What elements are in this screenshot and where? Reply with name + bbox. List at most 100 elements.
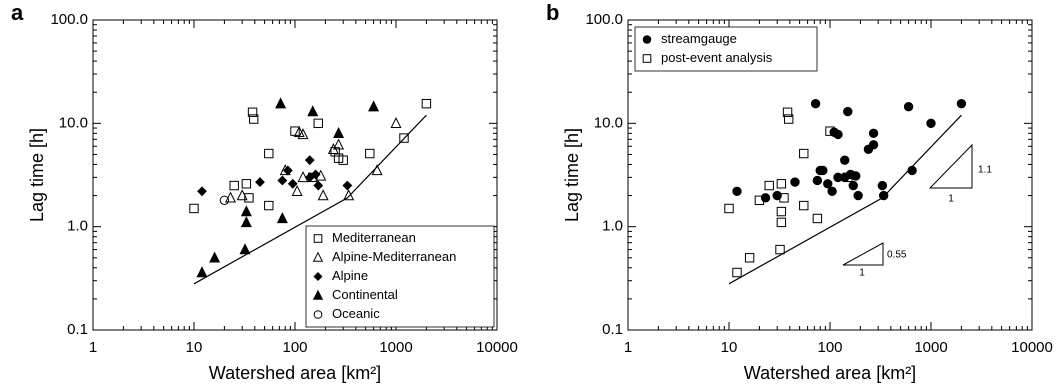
- marker: [754, 195, 765, 205]
- x-tick-label: 10000: [476, 339, 518, 356]
- marker: [189, 203, 199, 214]
- marker: [244, 193, 254, 203]
- marker: [368, 100, 380, 112]
- marker: [240, 216, 252, 228]
- marker: [827, 186, 837, 196]
- legend-marker: [312, 251, 324, 262]
- marker: [310, 169, 321, 180]
- marker: [840, 172, 850, 183]
- marker: [776, 206, 787, 217]
- marker: [782, 107, 793, 117]
- marker: [371, 164, 383, 176]
- x-axis-label: Watershed area [km²]: [744, 363, 916, 383]
- x-tick-label: 100: [817, 339, 842, 356]
- legend-label: post-event analysis: [661, 50, 773, 65]
- marker: [744, 253, 755, 263]
- x-tick-label: 1: [624, 339, 632, 356]
- marker: [926, 118, 936, 129]
- marker: [868, 140, 879, 150]
- marker: [843, 172, 853, 183]
- legend-label: Continental: [332, 287, 398, 302]
- marker: [277, 175, 288, 186]
- x-axis-label: Watershed area [km²]: [209, 363, 381, 383]
- marker: [342, 180, 353, 191]
- legend-label: Alpine-Mediterranean: [332, 249, 456, 264]
- legend-marker: [313, 271, 323, 282]
- slope-triangle: [842, 242, 884, 266]
- slope-label: 0.55: [887, 250, 907, 261]
- slope-label: 1: [948, 194, 954, 205]
- legend-box: [305, 225, 495, 328]
- marker: [290, 126, 300, 136]
- legend-marker: [312, 289, 324, 300]
- marker: [799, 200, 809, 211]
- marker: [229, 180, 239, 191]
- marker: [840, 155, 850, 165]
- marker: [297, 171, 309, 183]
- legend-label: Oceanic: [332, 306, 380, 321]
- legend-box: [634, 26, 818, 72]
- marker: [287, 178, 298, 189]
- marker: [313, 180, 324, 191]
- y-tick-label: 10.0: [594, 114, 623, 131]
- marker: [783, 114, 794, 124]
- marker: [291, 184, 303, 196]
- marker: [810, 98, 821, 109]
- legend-label: Alpine: [332, 268, 368, 283]
- y-tick-label: 1.0: [602, 218, 623, 235]
- marker: [343, 189, 355, 201]
- marker: [878, 190, 889, 201]
- y-tick-label: 100.0: [585, 11, 623, 28]
- marker: [877, 180, 888, 191]
- marker: [264, 200, 274, 211]
- marker: [779, 193, 789, 203]
- marker: [390, 117, 402, 129]
- marker: [799, 148, 809, 159]
- marker: [823, 179, 833, 189]
- legend-marker: [642, 54, 652, 63]
- marker: [333, 127, 345, 139]
- y-tick-label: 0.1: [602, 321, 623, 338]
- legend-label: Mediterranean: [332, 230, 416, 245]
- marker: [282, 165, 293, 176]
- marker: [255, 177, 265, 187]
- marker: [907, 165, 917, 176]
- marker: [275, 97, 287, 109]
- marker: [304, 155, 315, 166]
- marker: [313, 118, 323, 129]
- marker: [338, 155, 348, 165]
- legend-label: streamgauge: [661, 31, 737, 46]
- marker: [239, 243, 251, 255]
- marker: [775, 244, 785, 255]
- marker: [760, 193, 771, 203]
- marker: [833, 129, 843, 140]
- marker: [219, 195, 230, 205]
- slope-triangle: [928, 143, 973, 189]
- marker: [248, 114, 259, 124]
- panel-label: b: [546, 0, 559, 25]
- slope-label: 1.1: [978, 165, 992, 176]
- legend-marker: [313, 310, 323, 319]
- marker: [825, 126, 835, 136]
- marker: [317, 189, 329, 201]
- panel-label: a: [11, 0, 24, 25]
- marker: [297, 128, 309, 140]
- marker: [196, 266, 208, 278]
- marker: [956, 98, 967, 109]
- marker: [818, 165, 828, 176]
- marker: [399, 133, 409, 143]
- marker: [209, 251, 221, 263]
- x-tick-label: 100: [282, 339, 307, 356]
- y-axis-label: Lag time [h]: [27, 128, 47, 222]
- x-tick-label: 10: [721, 339, 738, 356]
- marker: [333, 138, 345, 150]
- marker: [240, 205, 252, 217]
- marker: [365, 148, 375, 159]
- marker: [421, 98, 432, 109]
- marker: [241, 179, 252, 189]
- x-tick-label: 1000: [914, 339, 947, 356]
- x-tick-label: 1: [89, 339, 97, 356]
- marker: [236, 189, 248, 201]
- marker: [724, 203, 734, 214]
- x-tick-label: 10: [186, 339, 203, 356]
